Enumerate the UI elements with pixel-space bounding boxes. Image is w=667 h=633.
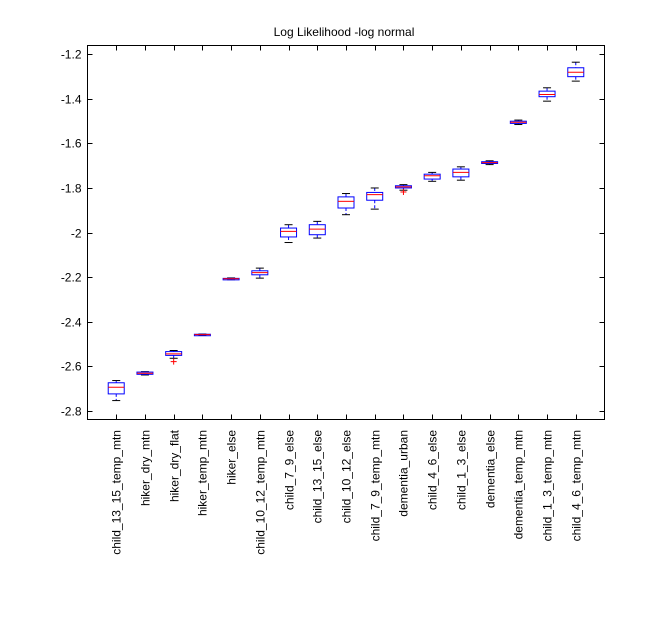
box-hiker_else (222, 277, 240, 281)
box-child_7_9_temp_mtn (366, 187, 384, 210)
box-dementia_temp_mtn (509, 119, 527, 126)
box-hiker_dry_mtn (136, 371, 154, 376)
x-tick-label: child_13_15_else (311, 430, 325, 524)
x-tick-label: child_10_12_temp_mtn (254, 430, 268, 555)
x-tick-label: dementia_urban (397, 430, 411, 517)
x-tick-label: child_4_6_else (426, 430, 440, 510)
y-tick-label: -2 (71, 227, 82, 241)
y-tick-label: -2.2 (61, 271, 82, 285)
x-tick-label: child_10_12_else (340, 430, 354, 524)
y-tick-label: -2.4 (61, 316, 82, 330)
x-tick-label: dementia_temp_mtn (512, 430, 526, 539)
x-tick-label: dementia_else (484, 430, 498, 508)
x-tick-label: hiker_else (225, 430, 239, 485)
y-tick-label: -1.6 (61, 137, 82, 151)
box-child_7_9_else (280, 224, 298, 244)
x-tick-label: child_7_9_temp_mtn (369, 430, 383, 541)
x-tick-label: child_1_3_else (455, 430, 469, 510)
box-iqr (308, 224, 326, 236)
box-child_4_6_else (423, 171, 441, 182)
x-axis: child_13_15_temp_mtn hiker_dry_mtn hiker_d… (110, 45, 584, 555)
x-tick-label: hiker_dry_flat (168, 429, 182, 502)
box-child_1_3_else (452, 166, 470, 181)
box-child_4_6_temp_mtn (567, 61, 585, 82)
x-tick-label: child_1_3_temp_mtn (541, 430, 555, 541)
y-tick-label: -2.8 (61, 405, 82, 419)
box-iqr (337, 196, 355, 209)
box-child_10_12_else (337, 193, 355, 216)
box-iqr (107, 382, 125, 395)
y-axis: -1.2 -1.4 -1.6 -1.8 -2 -2.2 -2.4 -2.6 -2.8 (61, 48, 605, 419)
y-tick-label: -1.4 (61, 93, 82, 107)
box-hiker_temp_mtn (193, 333, 211, 337)
box-child_13_15_temp_mtn (107, 380, 125, 402)
box-iqr (366, 191, 384, 201)
plot-frame (87, 45, 605, 420)
box-dementia_urban (394, 184, 412, 195)
box-child_1_3_temp_mtn (538, 87, 556, 102)
x-tick-label: child_13_15_temp_mtn (110, 430, 124, 555)
box-child_13_15_else (308, 220, 326, 239)
x-tick-label: child_4_6_temp_mtn (570, 430, 584, 541)
x-tick-label: hiker_dry_mtn (139, 430, 153, 506)
box-dementia_else (481, 160, 499, 166)
box-hiker_dry_flat (165, 349, 183, 365)
box-iqr (452, 168, 470, 178)
y-tick-label: -1.8 (61, 182, 82, 196)
y-tick-label: -2.6 (61, 360, 82, 374)
box-iqr (538, 90, 556, 98)
y-tick-label: -1.2 (61, 48, 82, 62)
box-iqr (280, 227, 298, 238)
x-tick-label: child_7_9_else (283, 430, 297, 510)
box-iqr (423, 173, 441, 180)
box-child_10_12_temp_mtn (251, 267, 269, 279)
x-tick-label: hiker_temp_mtn (196, 430, 210, 516)
chart-title: Log Likelihood -log normal (274, 25, 415, 39)
box-series (107, 61, 585, 402)
